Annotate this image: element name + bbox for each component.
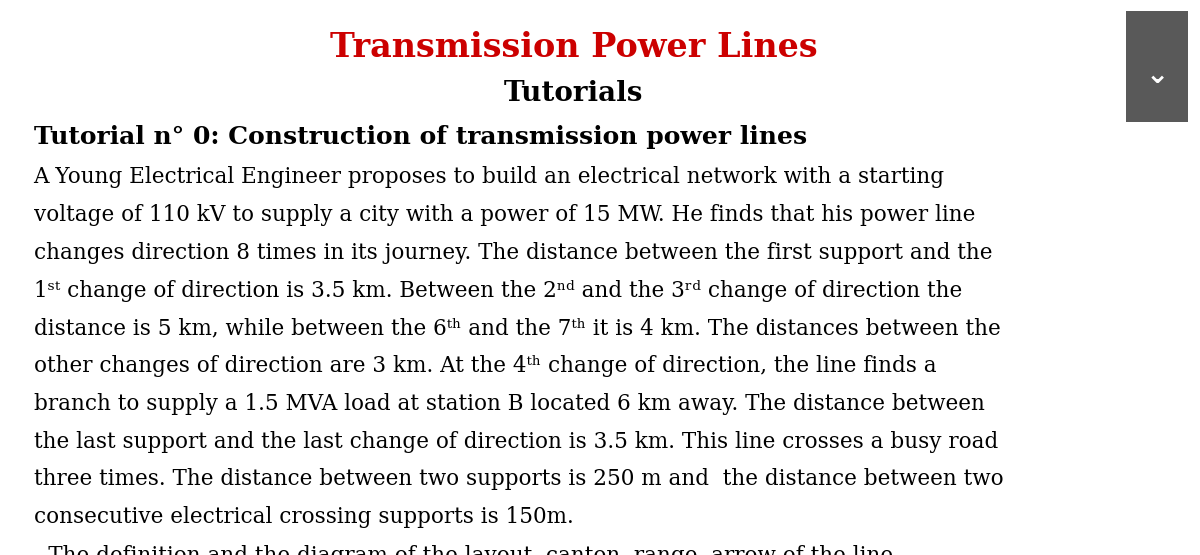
Text: Tutorial n° 0: Construction of transmission power lines: Tutorial n° 0: Construction of transmiss… xyxy=(34,125,806,149)
Text: A Young Electrical Engineer proposes to build an electrical network with a start: A Young Electrical Engineer proposes to … xyxy=(34,166,944,189)
Text: Transmission Power Lines: Transmission Power Lines xyxy=(330,31,817,63)
Text: 1ˢᵗ change of direction is 3.5 km. Between the 2ⁿᵈ and the 3ʳᵈ change of directi: 1ˢᵗ change of direction is 3.5 km. Betwe… xyxy=(34,280,962,302)
Text: three times. The distance between two supports is 250 m and  the distance betwee: three times. The distance between two su… xyxy=(34,468,1003,491)
Text: consecutive electrical crossing supports is 150m.: consecutive electrical crossing supports… xyxy=(34,506,574,528)
Text: branch to supply a 1.5 MVA load at station B located 6 km away. The distance bet: branch to supply a 1.5 MVA load at stati… xyxy=(34,393,984,415)
FancyBboxPatch shape xyxy=(1118,0,1195,135)
Text: ⌄: ⌄ xyxy=(1145,62,1169,89)
Text: voltage of 110 kV to supply a city with a power of 15 MW. He finds that his powe: voltage of 110 kV to supply a city with … xyxy=(34,204,974,226)
Text: - The definition and the diagram of the layout, canton, range, arrow of the line: - The definition and the diagram of the … xyxy=(34,545,893,555)
Text: the last support and the last change of direction is 3.5 km. This line crosses a: the last support and the last change of … xyxy=(34,431,998,453)
Text: changes direction 8 times in its journey. The distance between the first support: changes direction 8 times in its journey… xyxy=(34,242,992,264)
Text: distance is 5 km, while between the 6ᵗʰ and the 7ᵗʰ it is 4 km. The distances be: distance is 5 km, while between the 6ᵗʰ … xyxy=(34,317,1001,340)
Text: other changes of direction are 3 km. At the 4ᵗʰ change of direction, the line fi: other changes of direction are 3 km. At … xyxy=(34,355,936,377)
Text: Tutorials: Tutorials xyxy=(504,80,643,108)
